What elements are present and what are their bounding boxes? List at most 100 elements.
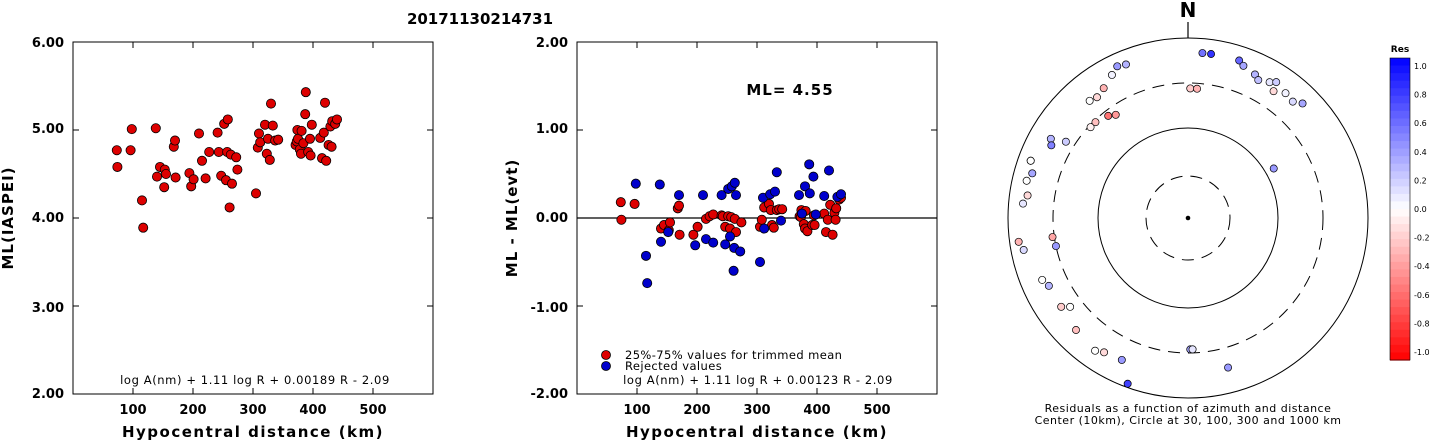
residual-point: [1057, 302, 1066, 311]
data-point-rejected: [810, 209, 821, 220]
ring-100km: [1097, 127, 1279, 309]
colorbar-cell: [1390, 163, 1410, 172]
colorbar-cell: [1390, 201, 1410, 210]
data-point: [222, 114, 233, 125]
data-point-trimmed: [827, 229, 838, 240]
colorbar-cell: [1390, 344, 1410, 354]
residual-point: [1188, 345, 1197, 354]
x-axis-label: Hypocentral distance (km): [626, 423, 888, 441]
data-point-rejected: [800, 181, 811, 192]
residual-point: [1023, 191, 1032, 200]
data-point: [232, 164, 243, 175]
residual-point: [1281, 89, 1290, 98]
data-point-rejected: [720, 239, 731, 250]
data-point-rejected: [641, 250, 652, 261]
colorbar-cell: [1390, 307, 1410, 316]
residual-point: [1117, 355, 1126, 364]
y-tick-label: -2.00: [531, 387, 568, 402]
data-point: [250, 188, 261, 199]
data-point-rejected: [729, 177, 740, 188]
residual-point: [1019, 245, 1028, 254]
colorbar-cell: [1390, 239, 1410, 248]
colorbar: Res 1.0 0.8 0.6 0.4 0.2 0.0 -0.2 -0.4 -0.6 -0.8 -1…: [1389, 45, 1430, 361]
colorbar-tick-label: 0.0: [1414, 205, 1427, 214]
data-point-trimmed: [736, 217, 747, 228]
residual-point: [1091, 346, 1100, 355]
panel-polar-residuals: N Residuals as a function of azimuth and…: [1007, 0, 1369, 427]
x-tick-label: 100: [119, 403, 146, 418]
data-point-rejected: [794, 190, 805, 201]
residual-point: [1269, 164, 1278, 173]
data-point: [231, 152, 242, 163]
colorbar-cell: [1390, 88, 1410, 97]
data-point-rejected: [770, 186, 781, 197]
colorbar-cell: [1390, 58, 1410, 67]
colorbar-cell: [1390, 269, 1410, 278]
data-point-rejected: [674, 190, 685, 201]
x-tick-label: 200: [683, 403, 710, 418]
x-tick-label: 300: [239, 403, 266, 418]
legend-marker-trimmed: [601, 350, 611, 360]
residual-point: [1235, 56, 1244, 65]
y-tick-label: 2.00: [32, 387, 64, 402]
data-point-trimmed: [615, 197, 626, 208]
data-point: [321, 155, 332, 166]
data-point-rejected: [716, 190, 727, 201]
y-tick-label: 3.00: [32, 301, 64, 316]
colorbar-cell: [1390, 125, 1410, 135]
data-point-rejected: [731, 190, 742, 201]
data-point: [300, 109, 311, 120]
data-point: [300, 87, 311, 98]
colorbar-tick-label: -0.2: [1414, 234, 1430, 243]
data-point-rejected: [642, 278, 653, 289]
colorbar-cell: [1390, 292, 1410, 301]
residual-point: [1265, 78, 1274, 87]
data-point: [111, 145, 122, 156]
residual-point: [1026, 156, 1035, 165]
residual-point: [1091, 118, 1100, 127]
data-point-rejected: [654, 179, 665, 190]
data-point: [265, 98, 276, 109]
y-tick-label: 0.00: [536, 211, 568, 226]
data-point: [273, 134, 284, 145]
colorbar-cell: [1390, 103, 1410, 112]
colorbar-cell: [1390, 141, 1410, 150]
residual-points: [1014, 49, 1307, 388]
data-point: [136, 195, 147, 206]
residual-point: [1186, 84, 1195, 93]
residual-point: [1272, 78, 1281, 87]
colorbar-tick-label: 0.6: [1414, 119, 1427, 128]
x-tick-label: 100: [623, 403, 650, 418]
x-tick-label: 400: [299, 403, 326, 418]
residual-point: [1288, 97, 1297, 106]
colorbar-cell: [1390, 216, 1410, 225]
residual-point: [1066, 302, 1075, 311]
data-point: [204, 146, 215, 157]
data-point: [224, 202, 235, 213]
colorbar-cell: [1390, 352, 1410, 361]
data-point-rejected: [725, 231, 736, 242]
data-point: [160, 168, 171, 179]
colorbar-labels: 1.0 0.8 0.6 0.4 0.2 0.0 -0.2 -0.4 -0.6 -0.8 -1.0: [1414, 62, 1430, 357]
colorbar-cell: [1390, 148, 1410, 157]
data-point-rejected: [824, 165, 835, 176]
north-label: N: [1180, 0, 1197, 22]
colorbar-cell: [1390, 118, 1410, 127]
colorbar-cell: [1390, 261, 1410, 270]
data-point: [193, 128, 204, 139]
colorbar-cell: [1390, 337, 1410, 346]
data-point-trimmed: [809, 220, 820, 231]
data-point-rejected: [630, 178, 641, 189]
colorbar-tick-label: -0.6: [1414, 291, 1430, 300]
data-point-rejected: [656, 236, 667, 247]
y-tick-label: 5.00: [32, 122, 64, 137]
data-point: [305, 150, 316, 161]
residual-point: [1085, 96, 1094, 105]
data-point-trimmed: [831, 203, 842, 214]
ml-annotation: ML= 4.55: [746, 81, 833, 99]
ring-1000km: [1007, 37, 1369, 399]
data-point-rejected: [663, 227, 674, 238]
residual-point: [1028, 169, 1037, 178]
colorbar-cell: [1390, 231, 1410, 240]
data-point: [200, 173, 211, 184]
